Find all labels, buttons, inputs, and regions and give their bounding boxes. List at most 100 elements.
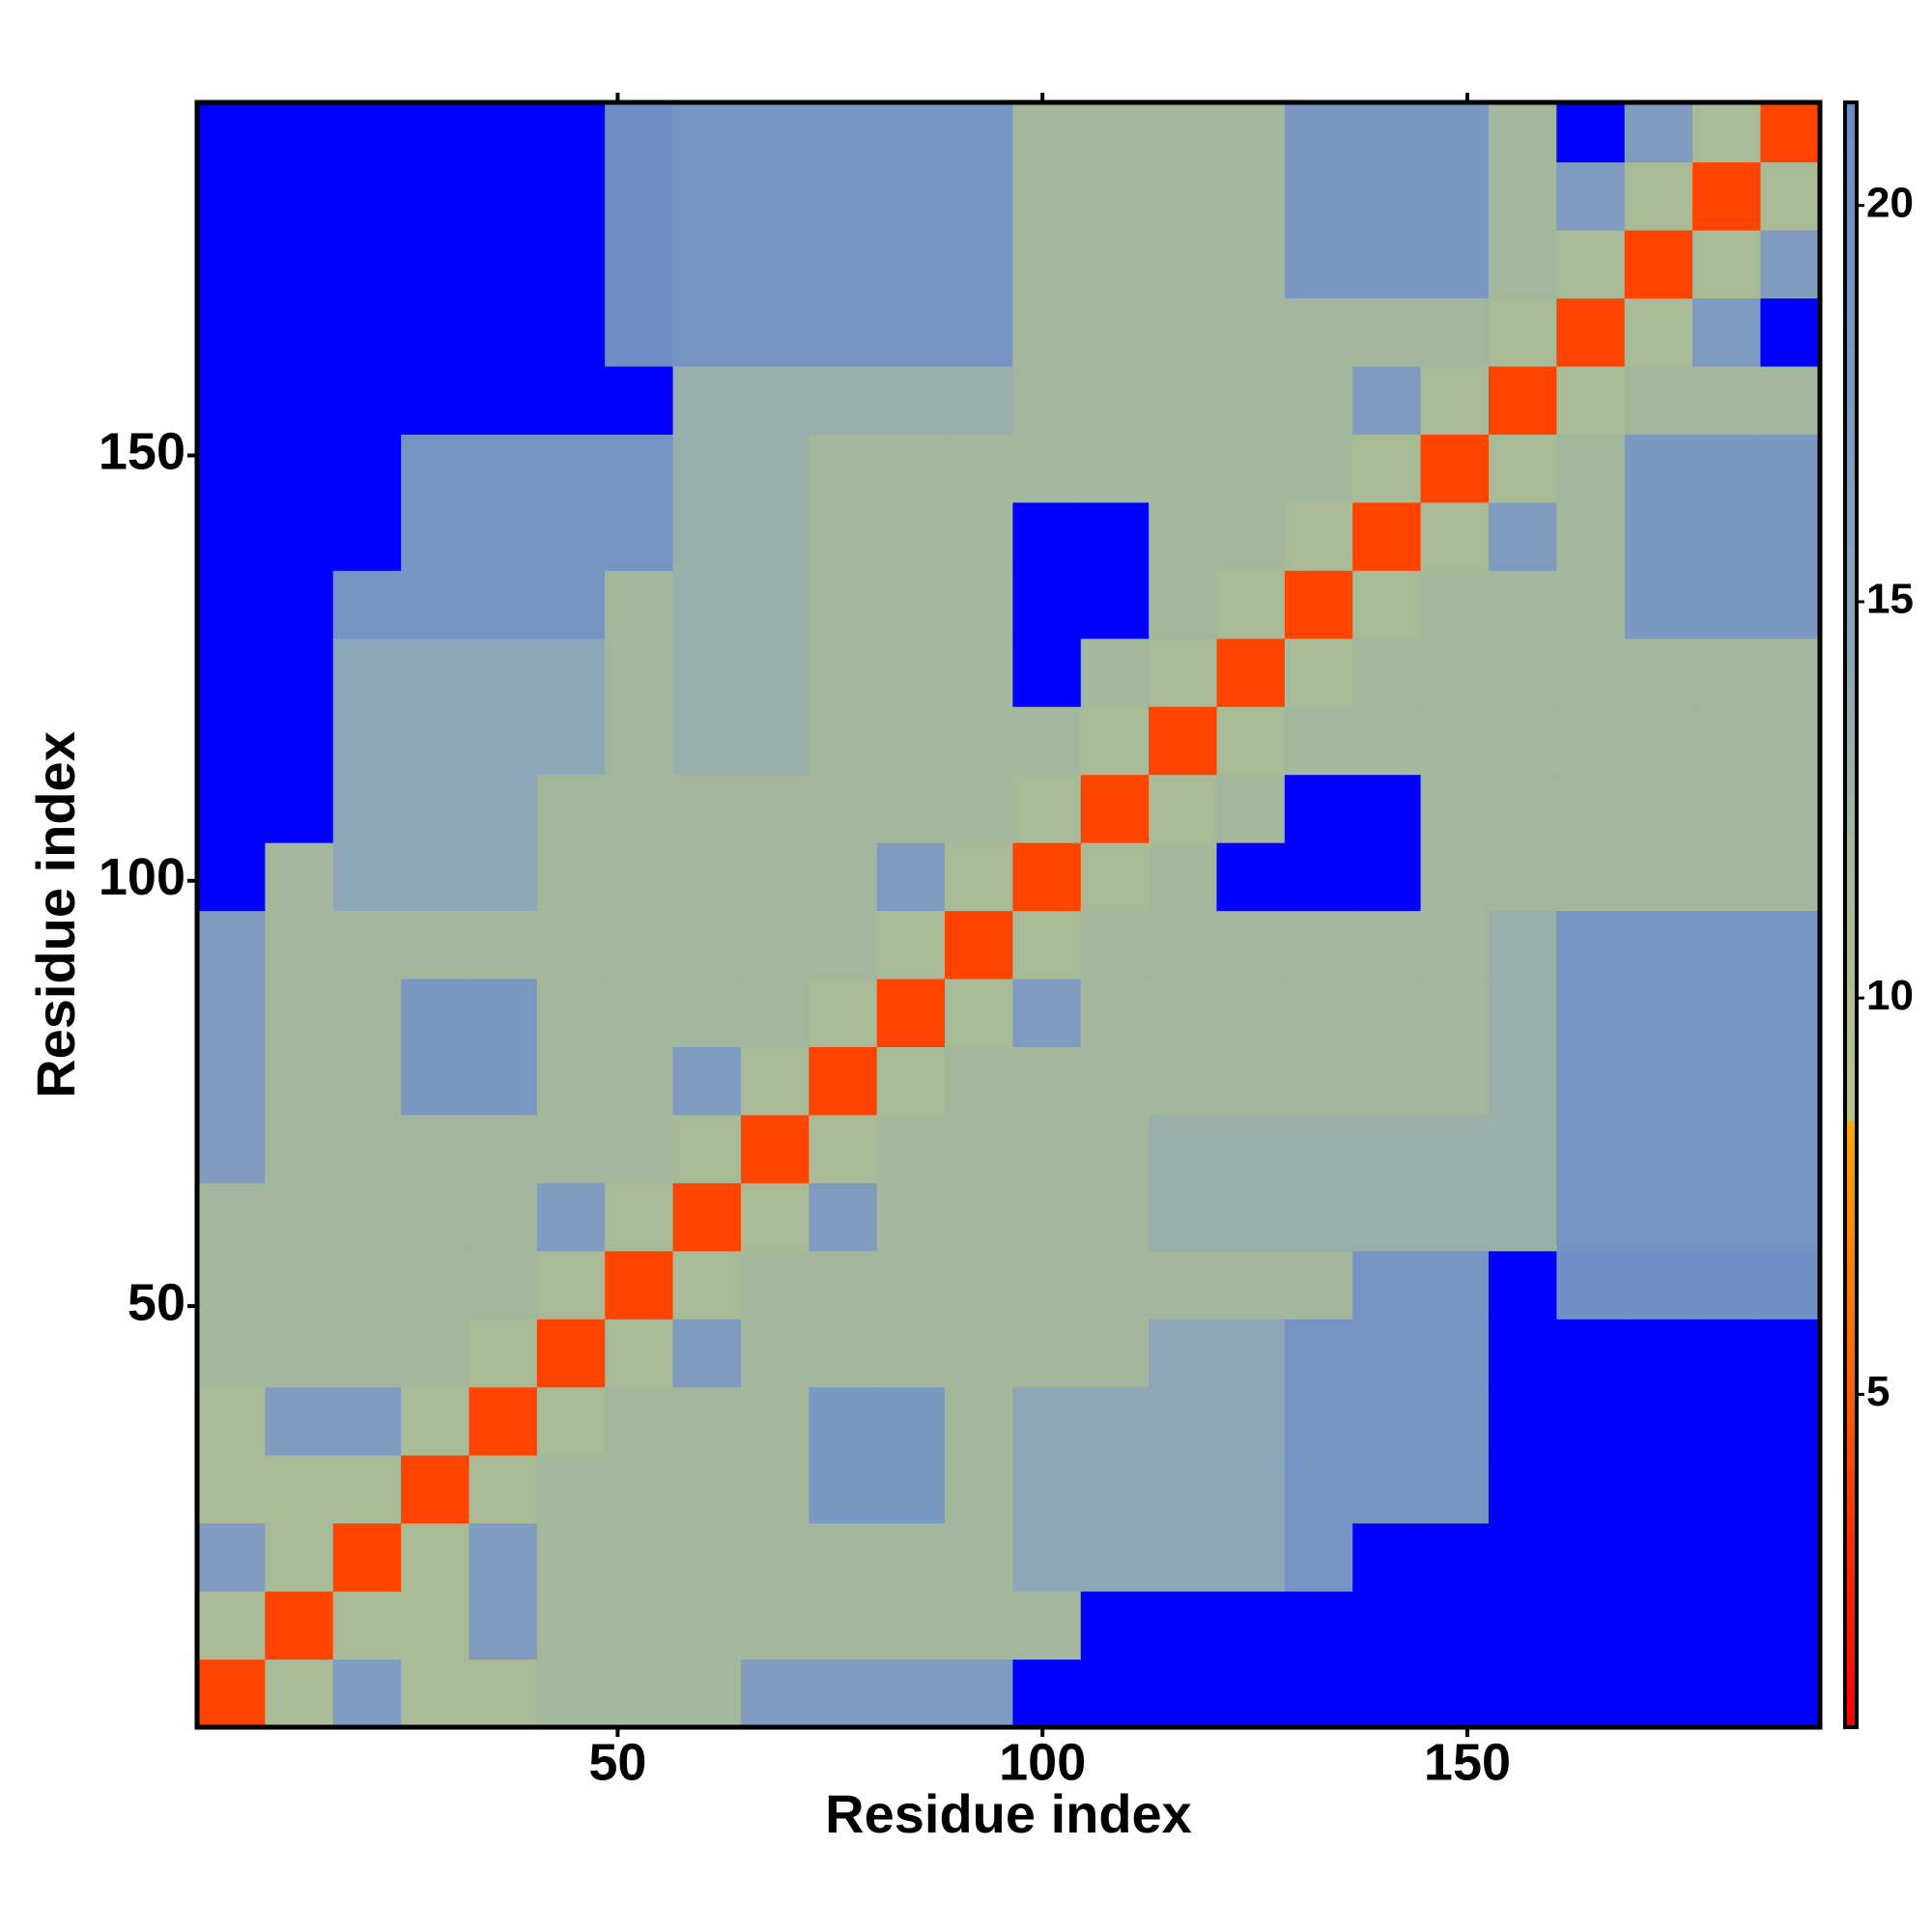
colorbar-step [1845,454,1857,461]
heatmap-cell [197,979,266,1047]
heatmap-cell [1149,1455,1217,1524]
colorbar-step [1845,411,1857,417]
colorbar-step [1845,340,1857,347]
colorbar-step [1845,308,1857,315]
colorbar-step [1845,1175,1857,1181]
colorbar-step [1845,1055,1857,1062]
heatmap-cell [1149,501,1217,571]
heatmap-cell [1012,842,1082,912]
colorbar-step [1845,849,1857,856]
heatmap-cell [1624,102,1693,163]
heatmap-cell [265,1046,334,1116]
colorbar-step [1845,460,1857,467]
colorbar-step [1845,1326,1857,1333]
heatmap-cell [1488,979,1557,1047]
x-tick-label: 100 [999,1733,1086,1791]
heatmap-cell [1420,102,1490,163]
heatmap-cell [197,102,266,163]
colorbar-step [1845,529,1857,537]
heatmap-cell [1284,1250,1353,1320]
heatmap-cell [1284,706,1353,776]
heatmap-cell [1149,1591,1217,1661]
heatmap-cell [740,979,810,1047]
colorbar-step [1845,481,1857,488]
colorbar-step [1845,1559,1857,1566]
heatmap-cell [469,1591,538,1661]
colorbar-step [1845,1570,1857,1577]
heatmap-cell [197,298,266,367]
colorbar-step [1845,562,1857,569]
heatmap-cell [1760,1250,1820,1320]
heatmap-cell [1080,842,1150,912]
heatmap-cell [1692,842,1761,912]
heatmap-cell [1216,434,1286,503]
heatmap-cell [401,102,469,163]
heatmap-cell [605,1659,674,1727]
colorbar-step [1845,957,1857,965]
heatmap-cell [1624,298,1693,367]
colorbar-step [1845,1624,1857,1631]
colorbar-step [1845,687,1857,694]
heatmap-cell [1352,910,1422,980]
heatmap-cell [1420,161,1490,231]
heatmap-cell [809,1659,878,1727]
heatmap-cell [265,230,334,299]
heatmap-cell [332,102,402,163]
heatmap-cell [1080,434,1150,503]
heatmap-cell [401,1114,469,1183]
heatmap-cell [265,1319,334,1388]
colorbar-step [1845,947,1857,953]
heatmap-cell [672,1522,742,1592]
colorbar-step [1845,546,1857,553]
colorbar-step [1845,600,1857,608]
heatmap-cell [1760,1319,1820,1388]
heatmap-cell [401,706,469,776]
heatmap-cell [1488,434,1557,503]
heatmap-cell [740,1182,810,1252]
colorbar-step [1845,1466,1857,1474]
colorbar-step [1845,611,1857,618]
heatmap-cell [1556,230,1626,299]
heatmap-cell [809,161,878,231]
colorbar-step [1845,942,1857,949]
heatmap-cell [809,1522,878,1592]
heatmap-cell [197,570,266,639]
colorbar-step [1845,817,1857,824]
heatmap-cell [1080,979,1150,1047]
heatmap-cell [536,501,606,571]
colorbar-step [1845,535,1857,542]
heatmap-cell [740,298,810,367]
heatmap-cell [1692,1319,1761,1388]
heatmap-cell [605,1591,674,1661]
heatmap-cell [265,910,334,980]
heatmap-cell [1284,102,1353,163]
colorbar-step [1845,232,1857,239]
heatmap-cell [1556,570,1626,639]
colorbar-step [1845,714,1857,721]
heatmap-cell [536,1319,606,1388]
heatmap-cell [672,842,742,912]
colorbar-step [1845,860,1857,867]
colorbar-step [1845,589,1857,596]
colorbar-step [1845,248,1857,255]
heatmap-cell [1080,570,1150,639]
heatmap-cell [1284,230,1353,299]
heatmap-cell [265,1455,334,1524]
heatmap-cell [1760,979,1820,1047]
colorbar-step [1845,627,1857,635]
heatmap-cell [1692,706,1761,776]
colorbar-step [1845,1429,1857,1435]
heatmap-cell [876,1386,946,1456]
heatmap-cell [1556,1659,1626,1727]
heatmap-cell [1284,979,1353,1047]
heatmap-cell [1488,230,1557,299]
heatmap-cell [197,1659,266,1727]
colorbar-step [1845,1445,1857,1452]
colorbar-step [1845,134,1857,141]
heatmap-cell [1692,434,1761,503]
heatmap-cell [809,102,878,163]
heatmap-cell [1760,1659,1820,1727]
colorbar-step [1845,1462,1857,1468]
heatmap-cell [469,434,538,503]
